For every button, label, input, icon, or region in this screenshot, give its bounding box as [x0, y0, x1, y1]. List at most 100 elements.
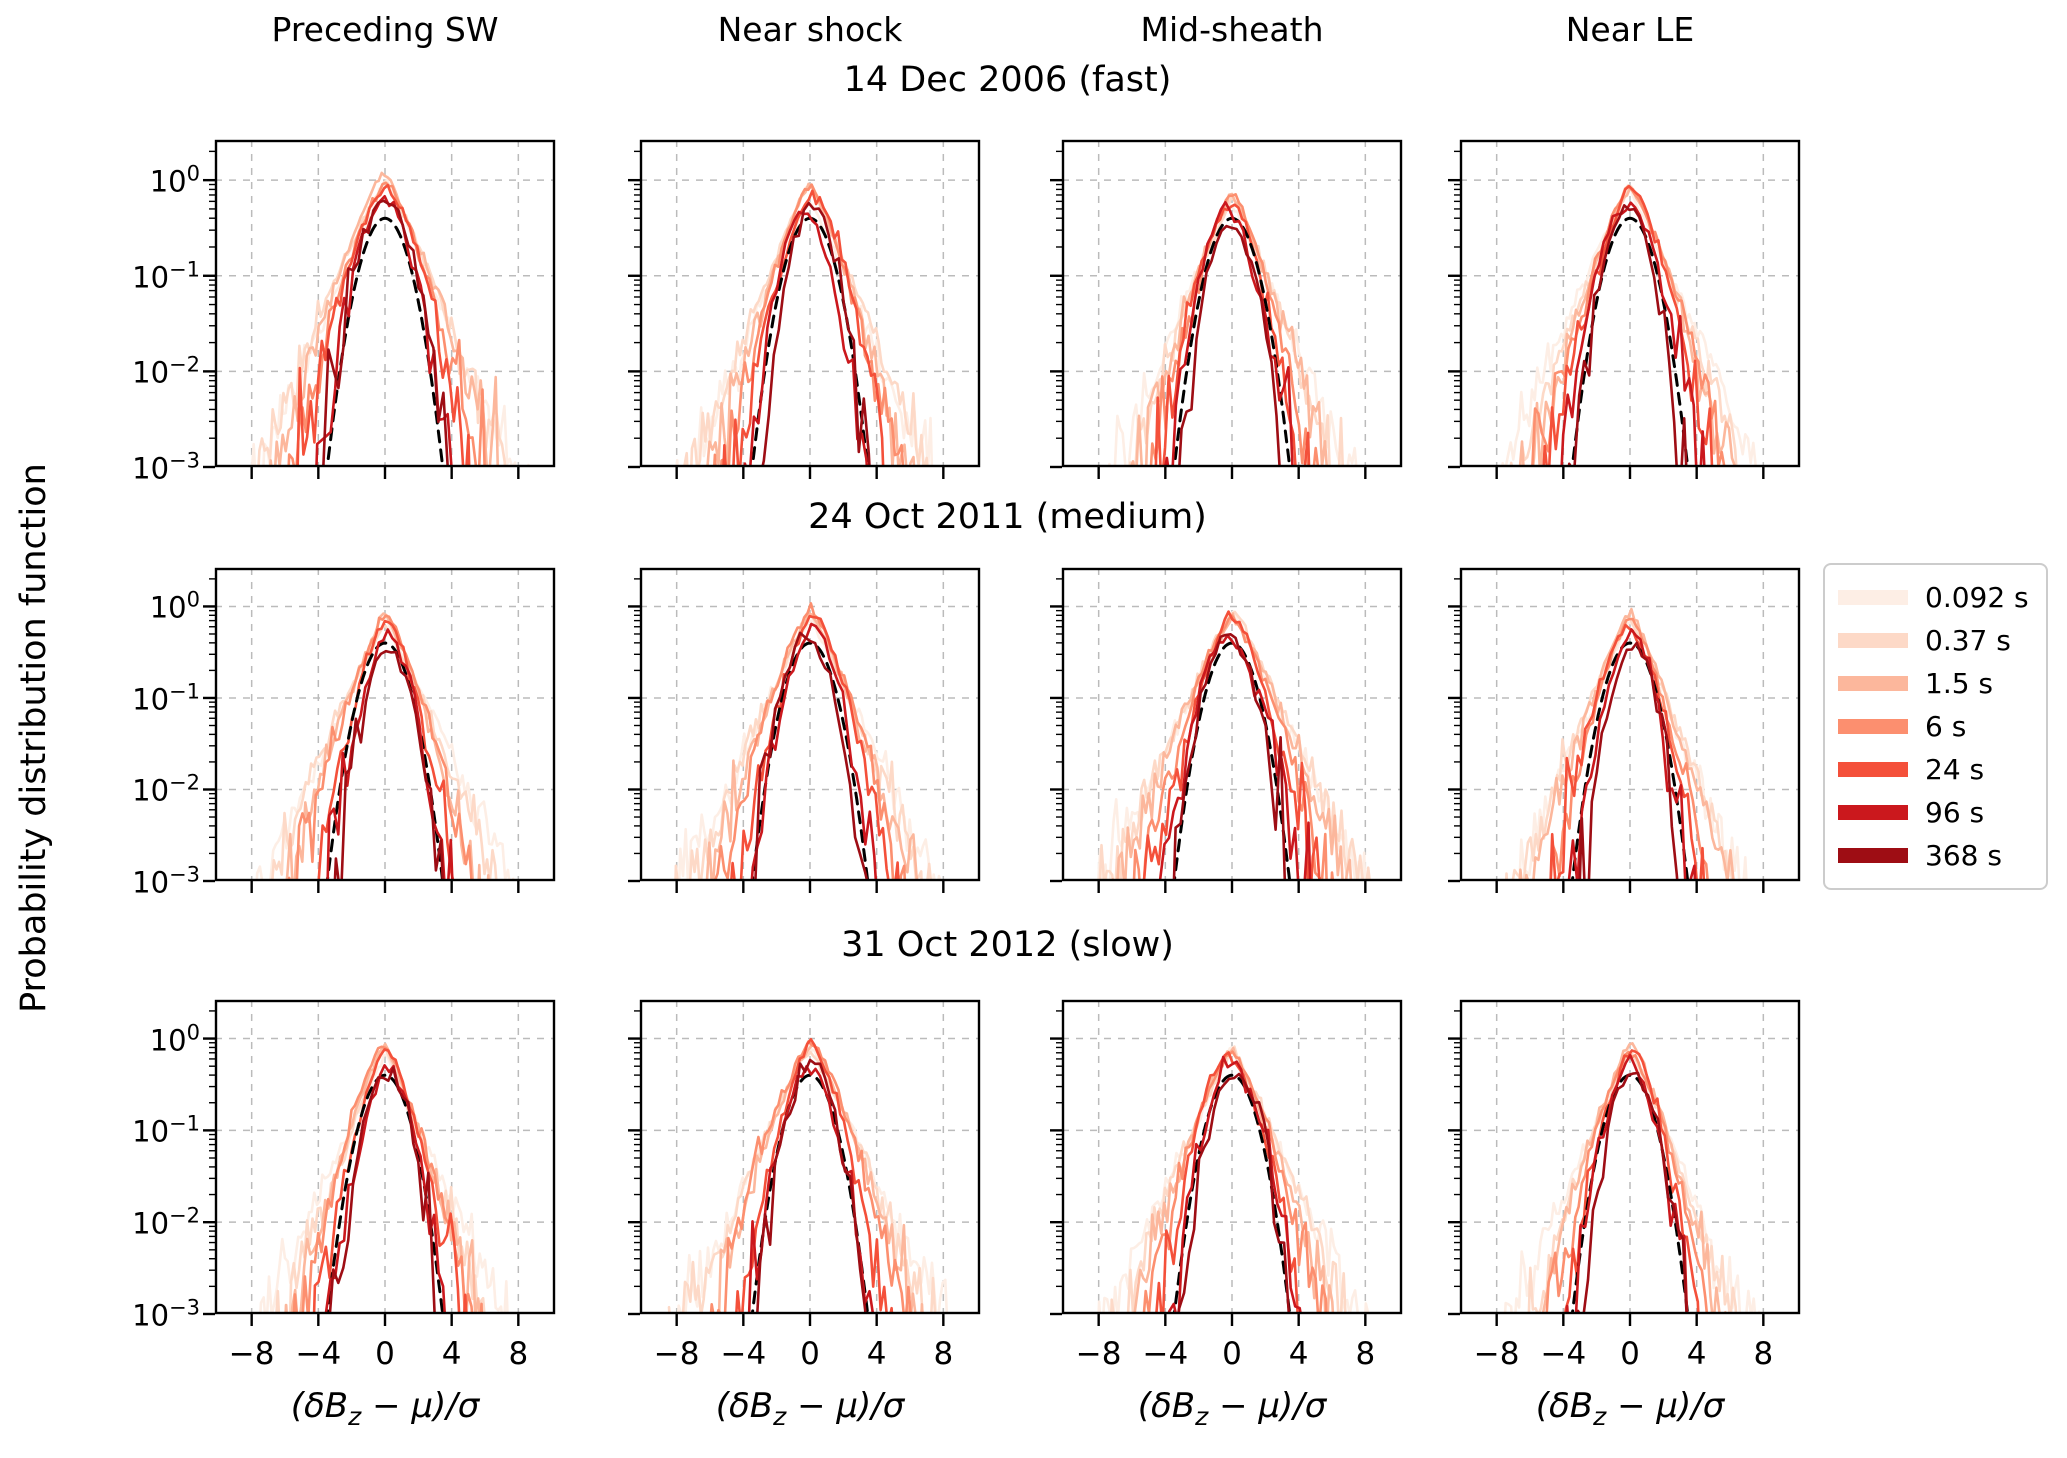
- axis-ticks: [1050, 1010, 1367, 1326]
- pdf-panel-2006-near-shock: [628, 139, 981, 479]
- x-axis-label-part: z: [1195, 1401, 1209, 1431]
- x-tick-label: 0: [1620, 1336, 1640, 1372]
- grid-lines: [1062, 568, 1402, 881]
- pdf-panel-2006-near-le: [1448, 139, 1801, 479]
- panel-border: [1061, 999, 1403, 1315]
- series-368s: [322, 199, 450, 467]
- x-tick-label: 0: [375, 1336, 395, 1372]
- legend-entry-5: 24 s: [1825, 748, 2046, 791]
- x-axis-label-part: z: [348, 1401, 362, 1431]
- legend-entry-1: 0.092 s: [1825, 576, 2046, 619]
- pdf-curves: [1097, 1045, 1370, 1314]
- pdf-curves: [674, 602, 943, 881]
- series-368s: [1172, 633, 1287, 881]
- pdf-curves: [1107, 192, 1358, 467]
- legend-label: 368 s: [1925, 839, 2002, 872]
- panel-border: [1061, 567, 1403, 882]
- y-tick-label: 100: [149, 161, 200, 199]
- x-tick-label: −4: [295, 1336, 342, 1372]
- series-0.092s: [1097, 1046, 1370, 1314]
- x-tick-label: −8: [228, 1336, 275, 1372]
- pdf-curves: [675, 182, 934, 467]
- legend-entry-2: 0.37 s: [1825, 619, 2046, 662]
- x-axis-label-part: z: [1593, 1401, 1607, 1431]
- grid-lines: [640, 140, 980, 467]
- x-axis-label-part: z: [773, 1401, 787, 1431]
- y-tick-label: 10−3: [132, 862, 200, 900]
- series-24s: [1542, 184, 1714, 467]
- x-axis-label: (δBz − μ)/σ: [1138, 1386, 1327, 1431]
- pdf-curves: [250, 171, 531, 467]
- pdf-panel-2012-mid-sheath: [1050, 999, 1403, 1326]
- series-368s: [328, 1066, 436, 1314]
- series-96s: [324, 1064, 447, 1314]
- grid-lines: [215, 568, 555, 881]
- x-tick-label: 4: [1686, 1336, 1707, 1372]
- x-tick-label: −8: [653, 1336, 700, 1372]
- column-title-4: Near LE: [1565, 10, 1695, 49]
- series-368s: [1176, 1072, 1291, 1314]
- x-tick-label: 8: [1753, 1336, 1774, 1372]
- axis-ticks: [1448, 1010, 1765, 1326]
- series-96s: [1163, 201, 1294, 467]
- pdf-curves: [1096, 610, 1372, 881]
- x-tick-label: 4: [441, 1336, 462, 1372]
- y-tick-label: 10−1: [132, 679, 200, 717]
- axis-ticks: [1448, 578, 1765, 893]
- legend-label: 0.092 s: [1925, 581, 2029, 614]
- series-1.5s: [1513, 607, 1735, 881]
- legend-swatch-icon: [1838, 805, 1908, 820]
- x-axis-label-part: (δB: [1137, 1386, 1196, 1426]
- legend-swatch-icon: [1838, 633, 1908, 648]
- axis-ticks: [203, 578, 520, 893]
- series-1.5s: [1510, 187, 1737, 467]
- x-axis-label: (δBz − μ)/σ: [716, 1386, 905, 1431]
- axis-ticks: [628, 578, 945, 893]
- series-24s: [730, 614, 900, 881]
- legend-entry-6: 96 s: [1825, 791, 2046, 834]
- y-tick-label: 10−1: [132, 257, 200, 295]
- y-tick-label: 10−2: [132, 353, 200, 390]
- axis-ticks: [628, 150, 945, 479]
- grid-lines: [215, 1000, 555, 1314]
- series-96s: [1167, 1055, 1303, 1314]
- legend-label: 0.37 s: [1925, 624, 2011, 657]
- series-1.5s: [1129, 192, 1329, 467]
- gaussian-reference-curve: [1570, 216, 1690, 467]
- x-tick-label: 0: [1222, 1336, 1242, 1372]
- series-96s: [750, 622, 878, 881]
- gaussian-reference-curve: [750, 641, 870, 881]
- pdf-panel-2011-preceding-sw: [203, 567, 556, 893]
- row-title-2: 24 Oct 2011 (medium): [808, 496, 1207, 537]
- panel-border: [639, 139, 981, 468]
- gaussian-reference-curve: [1570, 641, 1690, 881]
- grid-lines: [1062, 140, 1402, 467]
- series-24s: [1549, 623, 1706, 881]
- legend-entry-4: 6 s: [1825, 705, 2046, 748]
- pdf-panel-2011-near-le: [1448, 567, 1801, 893]
- gaussian-reference-curve: [325, 641, 445, 881]
- series-368s: [1578, 641, 1679, 881]
- pdf-panel-2012-near-shock: [628, 999, 981, 1326]
- panel-border: [214, 567, 556, 882]
- legend-label: 96 s: [1925, 796, 1985, 829]
- x-axis-label-part: (δB: [715, 1386, 774, 1426]
- axis-ticks: [1050, 150, 1367, 479]
- axis-ticks: [1448, 150, 1765, 479]
- series-24s: [1142, 610, 1321, 881]
- series-6s: [287, 614, 473, 881]
- pdf-curves: [1490, 183, 1766, 467]
- grid-lines: [1460, 1000, 1800, 1314]
- x-axis-label: (δBz − μ)/σ: [291, 1386, 480, 1431]
- x-axis-label-part: − μ)/σ: [1606, 1386, 1725, 1426]
- pdf-curves: [667, 1038, 949, 1314]
- series-96s: [1567, 628, 1697, 881]
- y-tick-label: 100: [149, 1020, 200, 1057]
- series-24s: [312, 1048, 468, 1314]
- pdf-panel-2011-mid-sheath: [1050, 567, 1403, 893]
- panel-border: [639, 999, 981, 1315]
- y-tick-label: 10−3: [132, 1295, 200, 1333]
- series-6s: [712, 183, 905, 467]
- x-tick-label: −4: [1142, 1336, 1189, 1372]
- y-tick-label: 10−1: [132, 1112, 200, 1149]
